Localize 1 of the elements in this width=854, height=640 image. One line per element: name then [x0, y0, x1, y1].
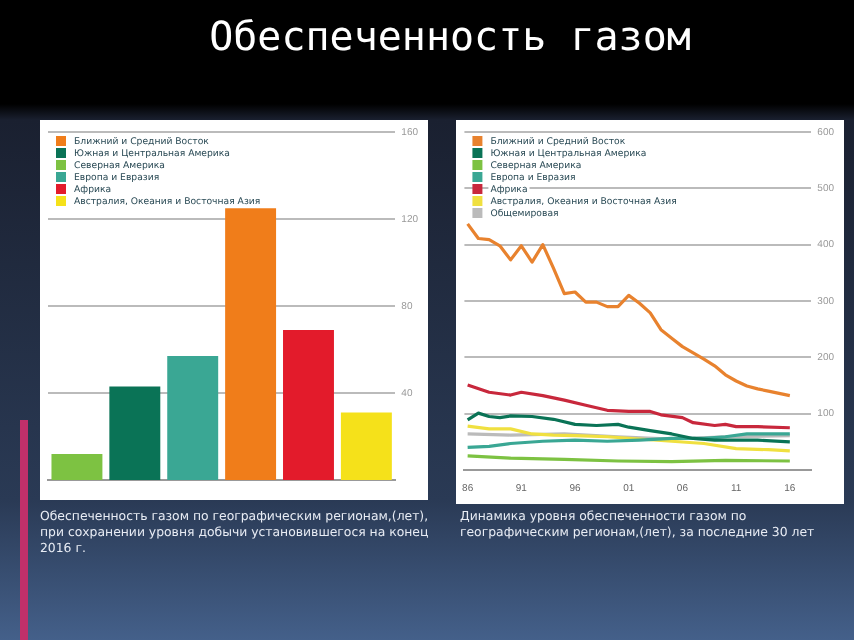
- chart-title: Обеспеченность газом: [207, 12, 693, 60]
